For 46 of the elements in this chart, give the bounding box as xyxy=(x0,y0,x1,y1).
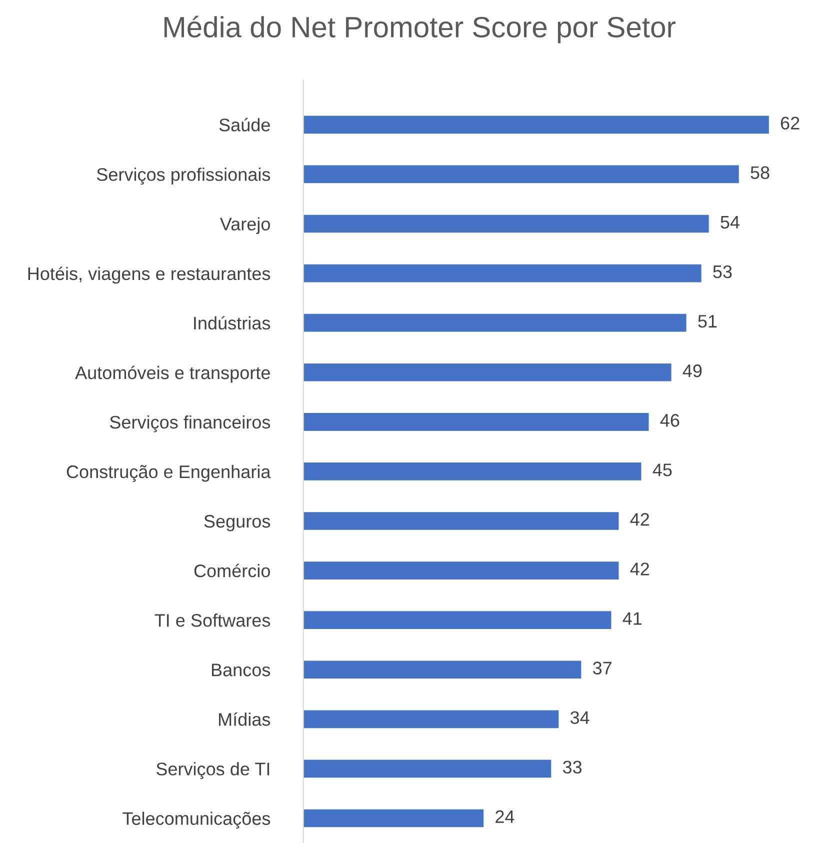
bar xyxy=(303,363,672,382)
bar xyxy=(303,512,619,530)
y-tick-label: Varejo xyxy=(220,217,270,234)
bar xyxy=(303,710,559,728)
y-tick-label: Indústrias xyxy=(194,316,270,330)
bar xyxy=(303,562,619,580)
data-label: 51 xyxy=(698,315,717,328)
data-label: 45 xyxy=(652,464,672,476)
chart-title: Média do Net Promoter Score por Setor xyxy=(164,16,676,44)
data-label: 33 xyxy=(562,760,582,774)
bar xyxy=(303,165,739,184)
y-tick-label: Saúde xyxy=(219,118,270,132)
data-label: 34 xyxy=(570,711,590,724)
bar xyxy=(303,809,484,828)
y-tick-label: Hotéis, viagens e restaurantes xyxy=(28,266,270,284)
bar xyxy=(303,214,709,233)
bar xyxy=(303,412,649,431)
data-label: 42 xyxy=(630,562,650,576)
bar xyxy=(303,116,769,134)
y-tick-label: Telecomunicações xyxy=(122,812,270,829)
data-label: 41 xyxy=(622,612,642,625)
bar xyxy=(303,264,702,282)
bar xyxy=(303,611,612,629)
y-tick-label: Automóveis e transporte xyxy=(75,366,270,383)
y-tick-label: Seguros xyxy=(204,514,270,532)
y-tick-label: Construção e Engenharia xyxy=(66,464,271,482)
bar xyxy=(303,760,552,778)
data-label: 46 xyxy=(660,414,680,427)
data-label: 53 xyxy=(713,265,732,278)
y-tick-label: Serviços de TI xyxy=(156,762,270,780)
data-label: 58 xyxy=(750,166,770,180)
data-label: 24 xyxy=(496,810,514,823)
data-label: 54 xyxy=(720,216,740,229)
y-tick-label: Serviços financeiros xyxy=(110,415,270,432)
bar xyxy=(303,314,686,332)
bar xyxy=(303,462,642,480)
data-label: 42 xyxy=(630,513,650,526)
data-label: 62 xyxy=(780,116,800,130)
data-label: 49 xyxy=(682,364,702,378)
data-label: 37 xyxy=(592,662,612,674)
bar xyxy=(303,660,582,679)
y-tick-label: Mídias xyxy=(219,712,270,726)
y-tick-label: Serviços profissionais xyxy=(96,168,270,185)
y-tick-label: Bancos xyxy=(212,664,270,676)
y-tick-label: Comércio xyxy=(194,564,270,578)
y-tick-label: TI e Softwares xyxy=(154,614,270,627)
